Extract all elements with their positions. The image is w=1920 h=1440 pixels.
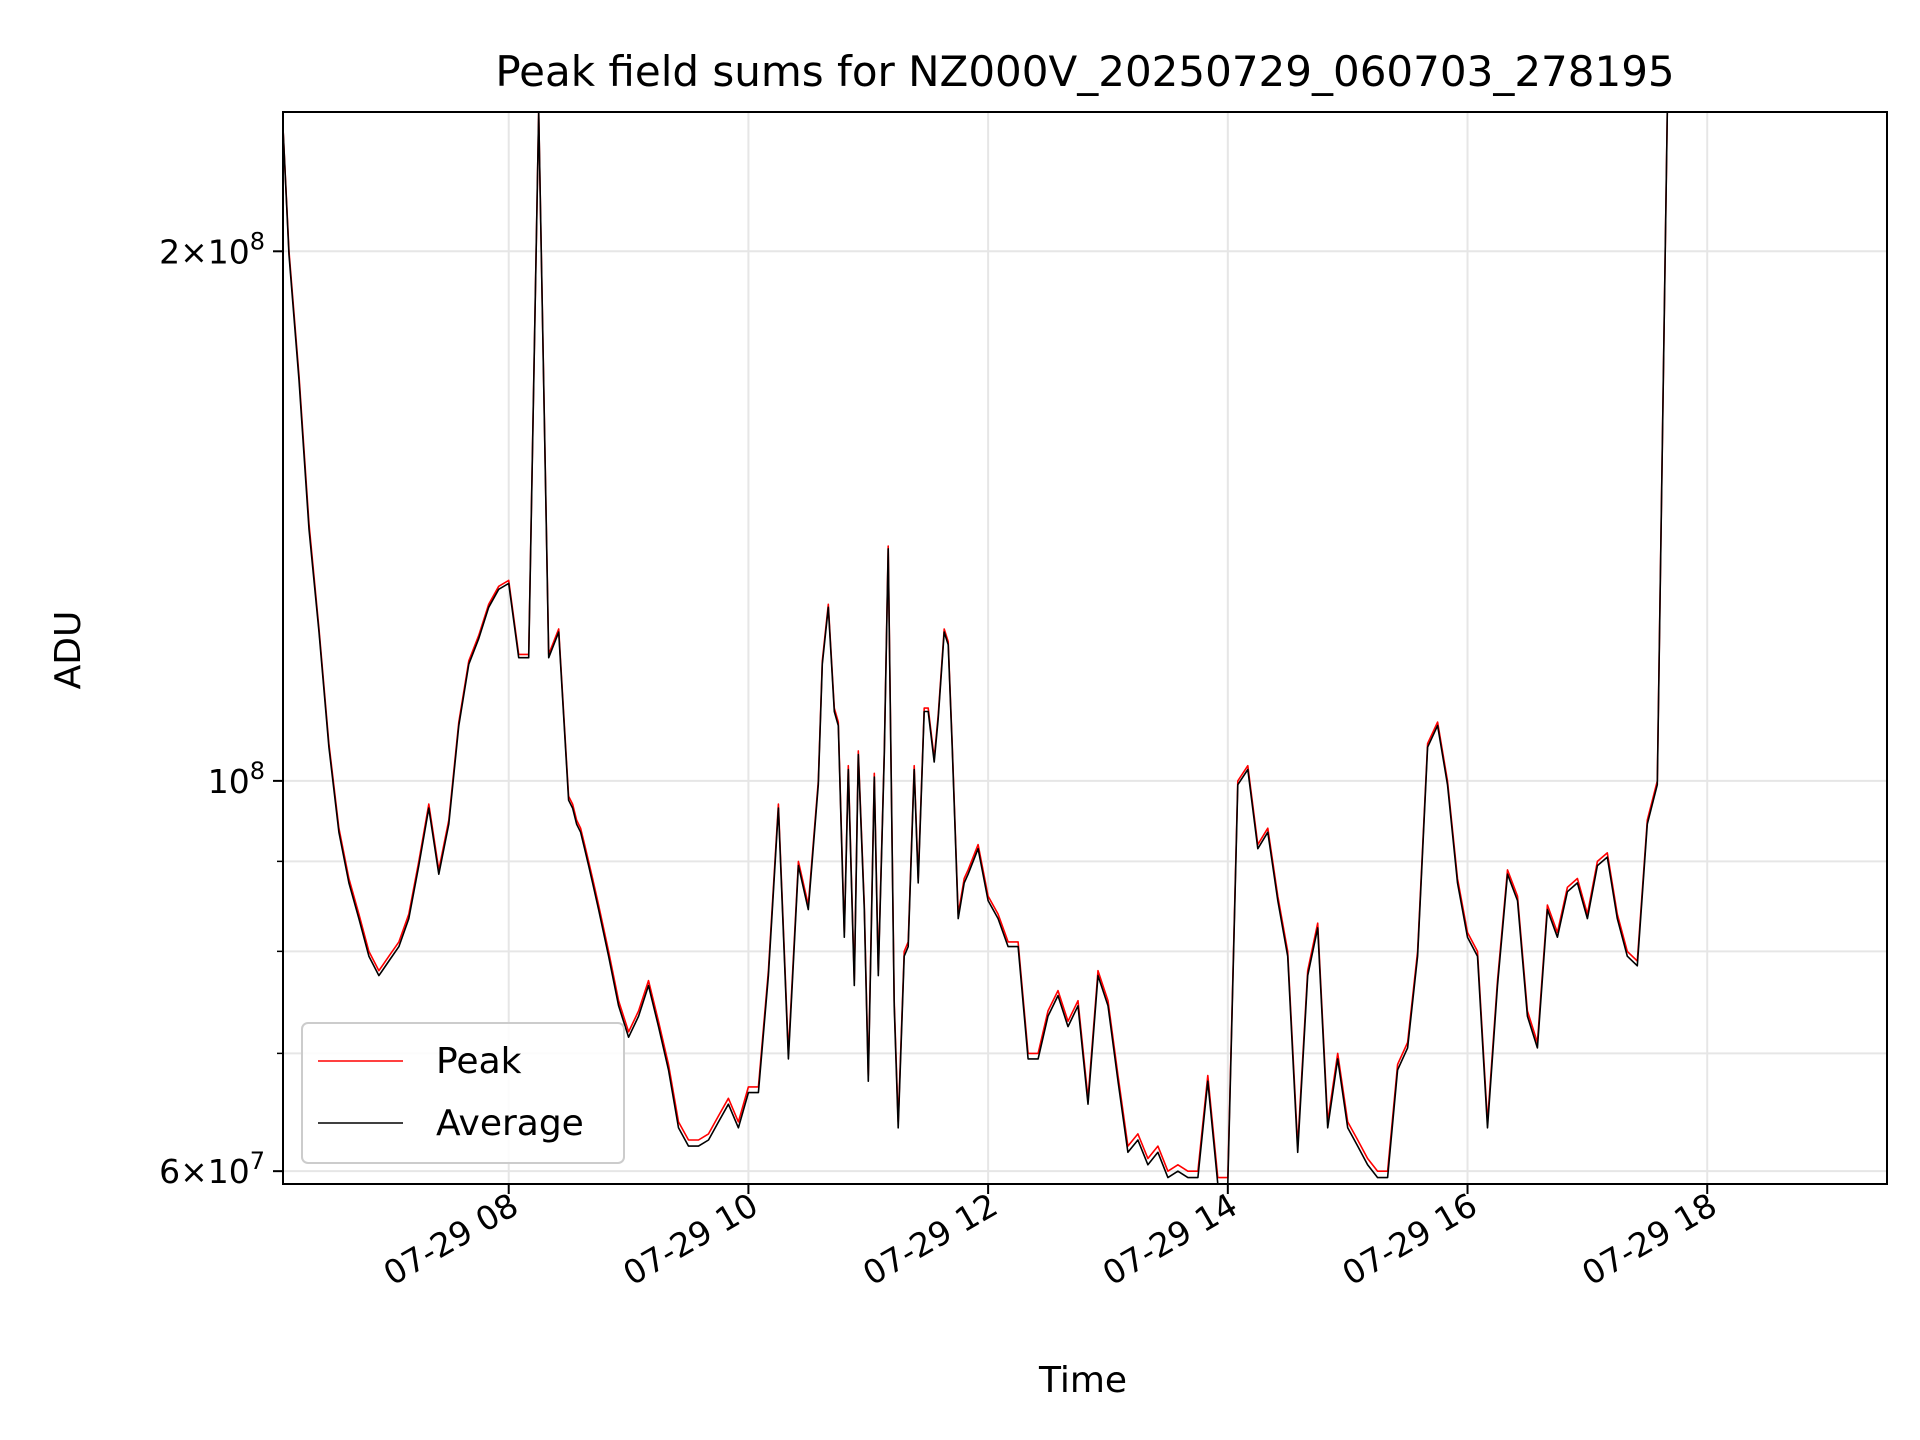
- y-tick-label: 6×107: [159, 1147, 265, 1191]
- y-tick-label: 2×108: [159, 227, 265, 271]
- plot-frame: [282, 111, 1888, 1185]
- plot-area: [283, 112, 1669, 1184]
- grid: [283, 112, 1887, 1184]
- legend: Peak Average: [301, 1022, 625, 1164]
- legend-box: [301, 1022, 625, 1164]
- y-axis-label: ADU: [48, 611, 89, 690]
- series-line-average: [283, 112, 1669, 1184]
- y-tick-label: 108: [208, 757, 265, 801]
- x-axis-label: Time: [1038, 1360, 1127, 1401]
- y-axis: 6×107 108 2×108: [159, 227, 283, 1191]
- chart-title: Peak field sums for NZ000V_20250729_0607…: [495, 47, 1674, 96]
- legend-label-average: Average: [436, 1103, 584, 1144]
- series-layer: [283, 112, 1669, 1184]
- legend-label-peak: Peak: [436, 1041, 522, 1082]
